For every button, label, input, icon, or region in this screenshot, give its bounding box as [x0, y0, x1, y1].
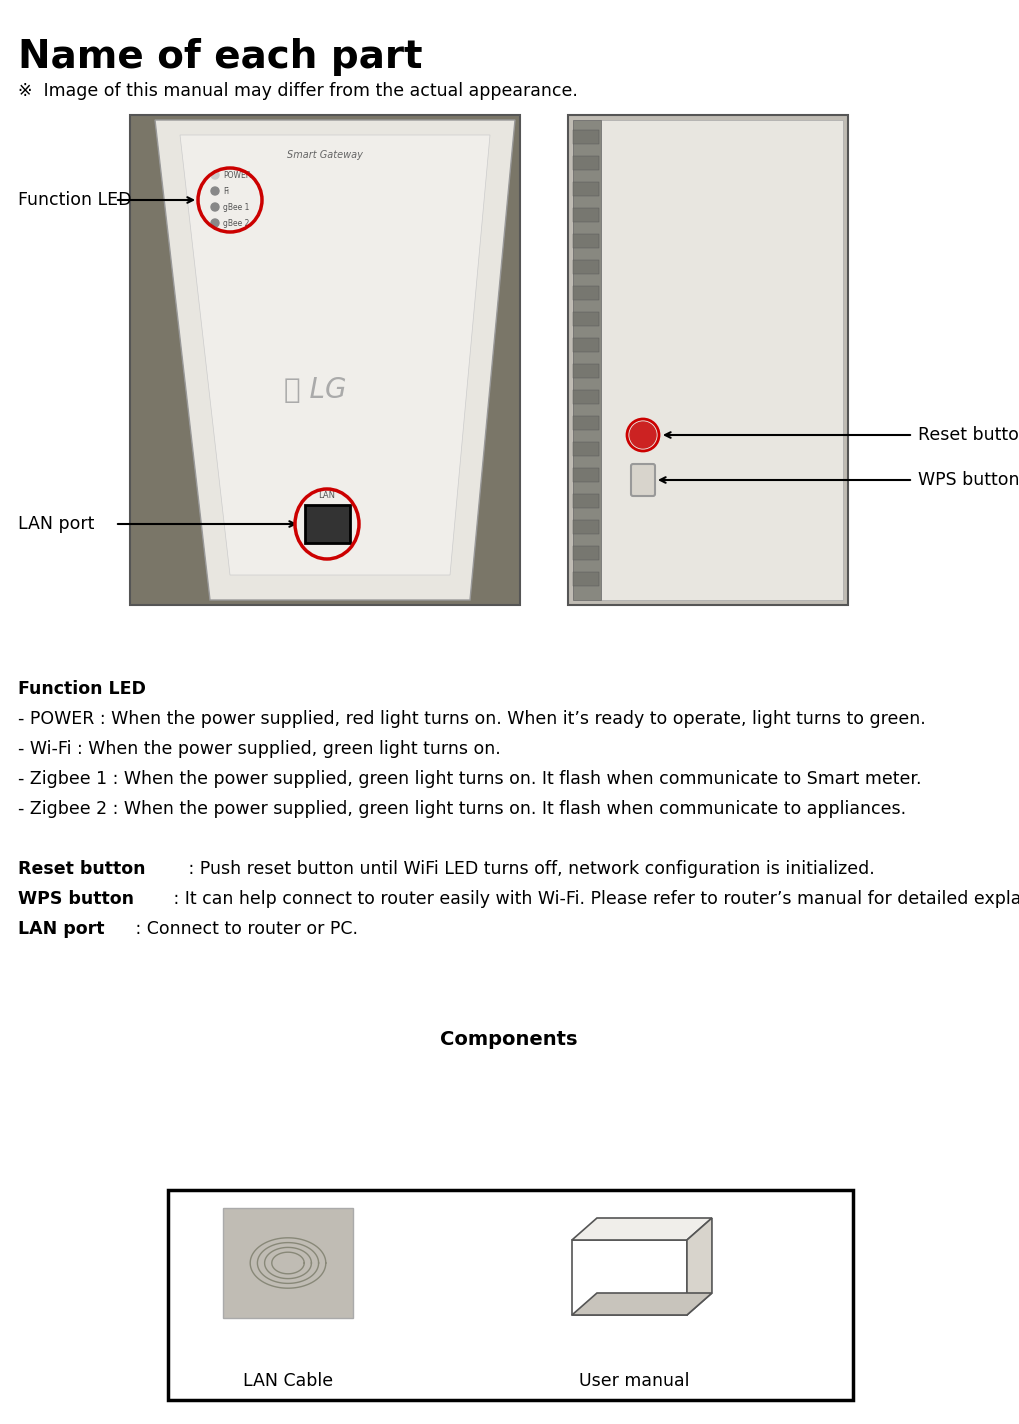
Bar	[573, 520, 599, 534]
Text: POWER: POWER	[223, 171, 251, 179]
Bar	[573, 545, 599, 560]
Circle shape	[211, 187, 219, 195]
Text: Function LED: Function LED	[18, 191, 131, 209]
Text: Reset button: Reset button	[918, 426, 1019, 444]
Circle shape	[211, 204, 219, 211]
Text: LAN: LAN	[319, 491, 335, 500]
Bar	[573, 390, 599, 404]
Bar	[573, 234, 599, 248]
Text: : Push reset button until WiFi LED turns off, network configuration is initializ: : Push reset button until WiFi LED turns…	[182, 860, 874, 879]
Text: LAN port: LAN port	[18, 515, 95, 533]
Bar	[573, 312, 599, 326]
Bar	[573, 261, 599, 273]
Bar	[573, 365, 599, 377]
Bar	[573, 468, 599, 481]
Text: Ⓡ LG: Ⓡ LG	[283, 376, 346, 404]
Polygon shape	[180, 135, 490, 575]
Text: gBee 2: gBee 2	[223, 218, 250, 228]
Bar	[573, 286, 599, 300]
Bar	[573, 494, 599, 508]
Polygon shape	[155, 120, 515, 600]
Polygon shape	[687, 1218, 712, 1314]
Circle shape	[630, 422, 656, 449]
Bar	[598, 120, 843, 600]
Bar	[573, 416, 599, 430]
Bar	[573, 182, 599, 197]
Text: Components: Components	[440, 1030, 578, 1049]
Bar	[573, 441, 599, 456]
Bar	[223, 1208, 353, 1319]
Text: WPS button: WPS button	[18, 890, 135, 909]
Polygon shape	[572, 1293, 712, 1314]
Text: - Zigbee 1 : When the power supplied, green light turns on. It flash when commun: - Zigbee 1 : When the power supplied, gr…	[18, 770, 921, 787]
Text: : It can help connect to router easily with Wi-Fi. Please refer to router’s manu: : It can help connect to router easily w…	[168, 890, 1019, 909]
Circle shape	[211, 171, 219, 179]
Bar	[573, 208, 599, 222]
Bar	[305, 506, 350, 543]
Bar	[573, 157, 599, 169]
Circle shape	[211, 219, 219, 226]
Text: - Zigbee 2 : When the power supplied, green light turns on. It flash when commun: - Zigbee 2 : When the power supplied, gr…	[18, 800, 906, 817]
Text: LAN port: LAN port	[18, 920, 105, 938]
Bar	[130, 115, 520, 605]
Text: Function LED: Function LED	[18, 681, 146, 698]
Polygon shape	[572, 1240, 687, 1314]
Bar	[568, 115, 848, 605]
Text: : Connect to router or PC.: : Connect to router or PC.	[129, 920, 358, 938]
Polygon shape	[572, 1218, 712, 1240]
Bar	[168, 1190, 853, 1400]
Bar	[573, 572, 599, 587]
Bar	[573, 337, 599, 352]
Bar	[573, 130, 599, 144]
Text: Smart Gateway: Smart Gateway	[287, 150, 363, 159]
Text: - POWER : When the power supplied, red light turns on. When it’s ready to operat: - POWER : When the power supplied, red l…	[18, 711, 925, 728]
FancyBboxPatch shape	[631, 464, 655, 496]
Text: ※  Image of this manual may differ from the actual appearance.: ※ Image of this manual may differ from t…	[18, 83, 578, 100]
Text: WPS button: WPS button	[918, 471, 1019, 488]
Bar	[573, 120, 601, 600]
Text: Fi: Fi	[223, 187, 229, 195]
Text: Name of each part: Name of each part	[18, 38, 423, 75]
Text: User manual: User manual	[579, 1371, 689, 1390]
Text: gBee 1: gBee 1	[223, 202, 250, 212]
Text: Reset button: Reset button	[18, 860, 146, 879]
Text: LAN Cable: LAN Cable	[243, 1371, 333, 1390]
Text: - Wi-Fi : When the power supplied, green light turns on.: - Wi-Fi : When the power supplied, green…	[18, 740, 500, 758]
